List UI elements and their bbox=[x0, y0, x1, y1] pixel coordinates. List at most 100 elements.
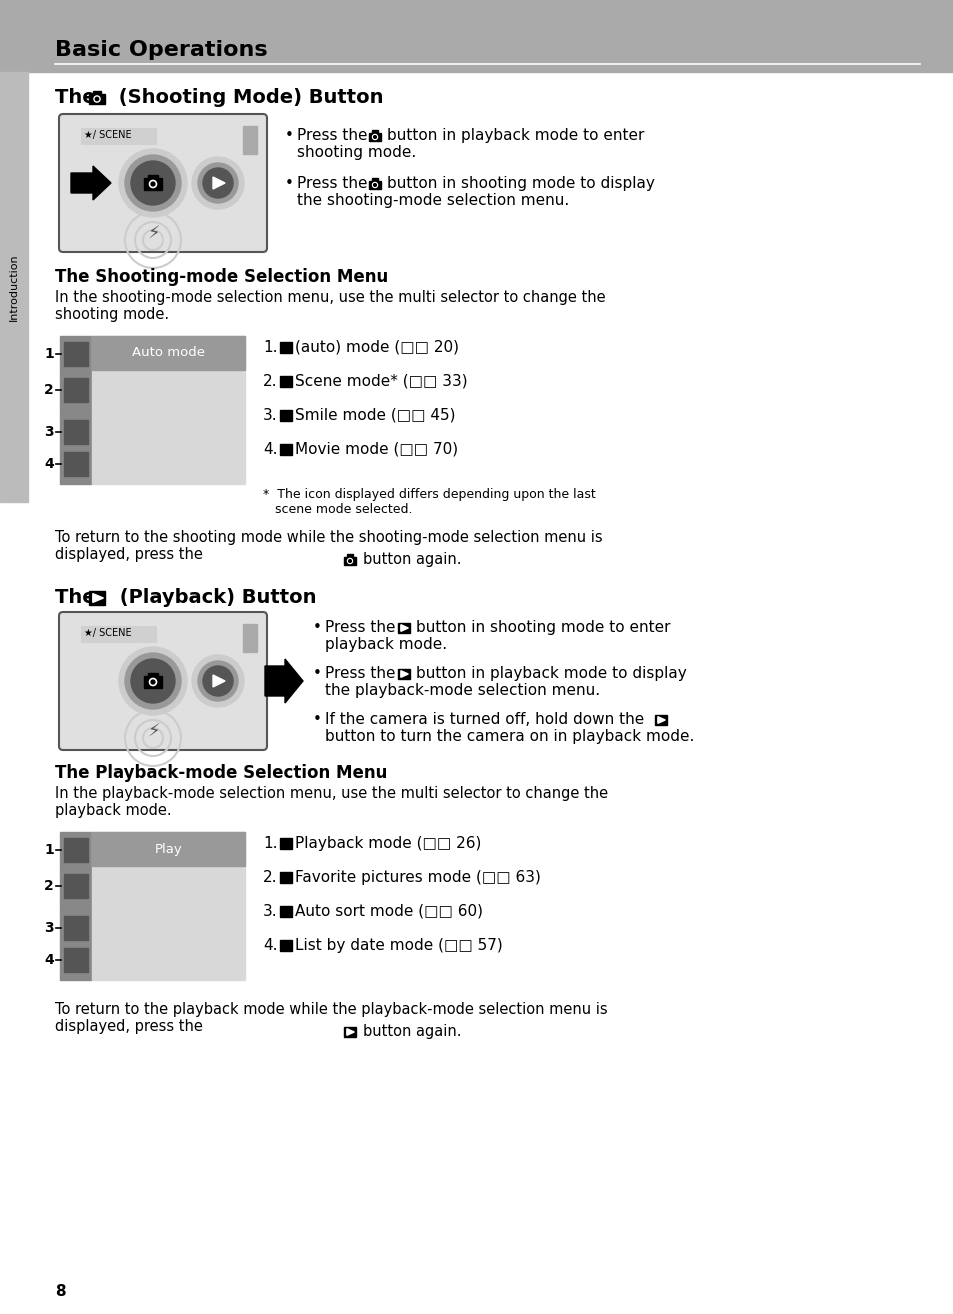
Bar bbox=[251, 126, 253, 154]
Bar bbox=[245, 126, 247, 154]
Polygon shape bbox=[213, 675, 225, 687]
Bar bbox=[368, 133, 381, 141]
Text: 1: 1 bbox=[44, 347, 54, 361]
Bar bbox=[91, 832, 245, 866]
Polygon shape bbox=[400, 670, 408, 677]
Circle shape bbox=[150, 678, 156, 686]
Circle shape bbox=[372, 134, 377, 139]
Bar bbox=[253, 126, 254, 154]
Circle shape bbox=[125, 653, 181, 710]
Text: 2.: 2. bbox=[263, 870, 277, 886]
Text: *  The icon displayed differs depending upon the last
   scene mode selected.: * The icon displayed differs depending u… bbox=[263, 487, 595, 516]
Polygon shape bbox=[214, 179, 223, 187]
Text: 3.: 3. bbox=[263, 904, 277, 918]
Text: button in playback mode to enter: button in playback mode to enter bbox=[387, 127, 643, 143]
Bar bbox=[243, 624, 245, 652]
Text: button again.: button again. bbox=[363, 1024, 461, 1039]
Text: the playback-mode selection menu.: the playback-mode selection menu. bbox=[325, 683, 599, 698]
Text: Scene mode* (□□ 33): Scene mode* (□□ 33) bbox=[294, 374, 467, 389]
Bar bbox=[64, 916, 88, 940]
Text: 1: 1 bbox=[44, 844, 54, 857]
Bar bbox=[60, 832, 91, 980]
Text: The Playback-mode Selection Menu: The Playback-mode Selection Menu bbox=[55, 763, 387, 782]
Text: Introduction: Introduction bbox=[9, 254, 19, 321]
Text: 2.: 2. bbox=[263, 374, 277, 389]
Bar bbox=[144, 177, 162, 189]
Polygon shape bbox=[347, 1029, 354, 1035]
Bar bbox=[60, 336, 245, 484]
Bar bbox=[280, 444, 292, 455]
Text: •: • bbox=[285, 176, 294, 191]
Text: button in shooting mode to enter: button in shooting mode to enter bbox=[416, 620, 670, 635]
Circle shape bbox=[131, 660, 174, 703]
Text: Movie mode (□□ 70): Movie mode (□□ 70) bbox=[294, 442, 457, 457]
Text: 4: 4 bbox=[44, 457, 54, 470]
Bar bbox=[368, 180, 381, 188]
Text: The: The bbox=[55, 88, 102, 106]
Circle shape bbox=[150, 180, 156, 188]
Text: 3: 3 bbox=[45, 424, 54, 439]
Circle shape bbox=[347, 558, 353, 564]
Polygon shape bbox=[213, 177, 225, 189]
Bar bbox=[241, 622, 261, 654]
Circle shape bbox=[192, 156, 244, 209]
Text: The Shooting-mode Selection Menu: The Shooting-mode Selection Menu bbox=[55, 268, 388, 286]
Bar bbox=[91, 832, 245, 980]
Bar bbox=[255, 126, 257, 154]
Text: 3: 3 bbox=[45, 921, 54, 936]
Circle shape bbox=[198, 163, 237, 202]
Text: Favorite pictures mode (□□ 63): Favorite pictures mode (□□ 63) bbox=[294, 870, 540, 886]
Bar bbox=[64, 378, 88, 402]
Circle shape bbox=[125, 155, 181, 212]
FancyBboxPatch shape bbox=[59, 612, 267, 750]
Circle shape bbox=[192, 654, 244, 707]
Text: Auto mode: Auto mode bbox=[132, 347, 205, 360]
Text: 8: 8 bbox=[55, 1284, 66, 1300]
Text: To return to the playback mode while the playback-mode selection menu is
display: To return to the playback mode while the… bbox=[55, 1003, 607, 1034]
Bar bbox=[397, 623, 410, 633]
Text: button to turn the camera on in playback mode.: button to turn the camera on in playback… bbox=[325, 729, 694, 744]
Text: ★/ SCENE: ★/ SCENE bbox=[84, 628, 132, 639]
Bar bbox=[81, 625, 156, 643]
Text: (Playback) Button: (Playback) Button bbox=[112, 587, 316, 607]
Text: Basic Operations: Basic Operations bbox=[55, 39, 268, 60]
Text: List by date mode (□□ 57): List by date mode (□□ 57) bbox=[294, 938, 502, 953]
Text: 4.: 4. bbox=[263, 938, 277, 953]
Bar bbox=[245, 624, 247, 652]
Bar bbox=[248, 624, 250, 652]
Bar bbox=[280, 376, 292, 388]
Text: Press the: Press the bbox=[296, 127, 367, 143]
Text: •: • bbox=[285, 127, 294, 143]
Bar bbox=[397, 669, 410, 679]
Text: (Shooting Mode) Button: (Shooting Mode) Button bbox=[112, 88, 383, 106]
Text: button in shooting mode to display: button in shooting mode to display bbox=[387, 176, 654, 191]
Bar bbox=[343, 557, 355, 565]
Polygon shape bbox=[400, 624, 408, 631]
Circle shape bbox=[119, 646, 187, 715]
Bar bbox=[280, 872, 292, 883]
Text: 4: 4 bbox=[44, 953, 54, 967]
Bar bbox=[64, 947, 88, 972]
Bar bbox=[248, 126, 250, 154]
Bar bbox=[372, 177, 377, 181]
Circle shape bbox=[93, 96, 100, 102]
Text: playback mode.: playback mode. bbox=[325, 637, 447, 652]
Bar bbox=[60, 336, 91, 484]
Text: •: • bbox=[313, 666, 321, 681]
Bar bbox=[343, 1028, 355, 1037]
Circle shape bbox=[203, 666, 233, 696]
Bar bbox=[64, 420, 88, 444]
Text: Press the: Press the bbox=[325, 666, 395, 681]
Circle shape bbox=[372, 183, 377, 188]
Polygon shape bbox=[92, 594, 103, 602]
Text: Playback mode (□□ 26): Playback mode (□□ 26) bbox=[294, 836, 481, 851]
Bar bbox=[255, 624, 257, 652]
Bar bbox=[91, 336, 245, 371]
Bar bbox=[280, 940, 292, 951]
Bar bbox=[89, 591, 105, 604]
Bar bbox=[372, 130, 377, 134]
FancyBboxPatch shape bbox=[59, 114, 267, 252]
Text: Auto sort mode (□□ 60): Auto sort mode (□□ 60) bbox=[294, 904, 482, 918]
Bar bbox=[64, 838, 88, 862]
Bar bbox=[211, 177, 225, 188]
